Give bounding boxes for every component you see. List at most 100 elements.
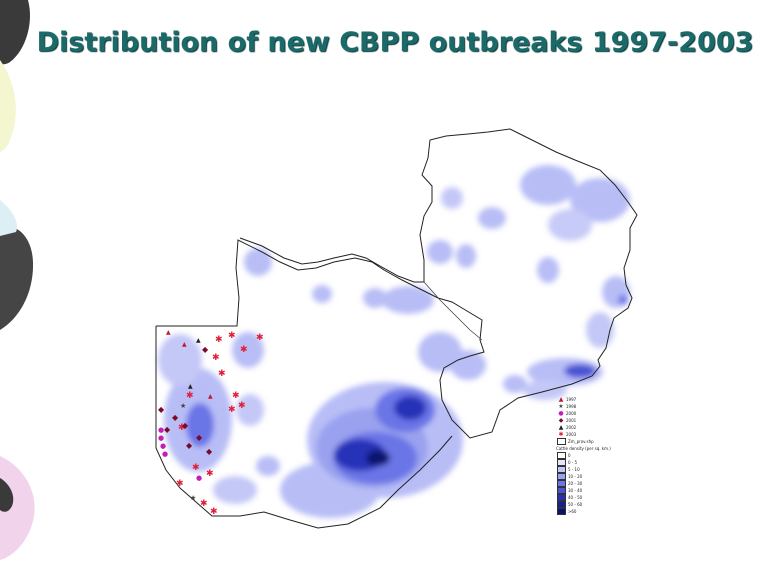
outbreak-2002: ▲ — [196, 337, 201, 344]
legend-density-swatch — [557, 480, 566, 487]
legend-density-swatch — [557, 501, 566, 508]
legend-density-item: >60 — [556, 508, 626, 515]
outbreak-2003: ✱ — [240, 345, 248, 355]
outbreak-2003: ✱ — [200, 499, 208, 509]
density-blob — [570, 178, 630, 222]
legend-density-label: 40 - 50 — [568, 495, 583, 500]
outbreak-2000: ● — [162, 450, 168, 458]
legend-year-label: 2000 — [566, 411, 577, 416]
legend-density-item: 50 - 60 — [556, 501, 626, 508]
legend-density-swatch — [557, 473, 566, 480]
cattle-density-layer — [158, 165, 630, 518]
outbreak-2001: ◆ — [196, 433, 203, 442]
density-blob — [537, 257, 559, 283]
legend-density-swatch — [557, 466, 566, 473]
density-blob — [478, 207, 506, 229]
outbreak-2000: ● — [196, 474, 202, 482]
outbreak-2001: ◆ — [186, 441, 193, 450]
outbreak-1997: ▲ — [182, 341, 187, 348]
legend-density-item: 0 — [556, 452, 626, 459]
density-blob — [394, 396, 426, 420]
legend-year-label: 1997 — [566, 397, 577, 402]
legend-density-item: 0 - 5 — [556, 459, 626, 466]
outbreaks-1997: ▲ ▲ ▲ — [166, 329, 213, 400]
density-blob — [618, 295, 628, 305]
outbreak-2003: ✱ — [256, 333, 264, 343]
outbreaks-1998: ★ ★ — [180, 402, 196, 502]
outbreak-2000: ● — [158, 426, 164, 434]
legend-year-symbol: ▲ — [558, 396, 564, 403]
outbreak-2001: ◆ — [182, 421, 189, 430]
density-blob — [523, 380, 567, 400]
outbreak-2003: ✱ — [228, 405, 236, 415]
outbreaks-2003: ✱ ✱ ✱ ✱ ✱ ✱ ✱ ✱ ✱ ✱ ✱ ✱ ✱ ✱ ✱ ✱ — [176, 331, 264, 517]
slide-title: Distribution of new CBPP outbreaks 1997-… — [36, 27, 754, 58]
decor-swirl-top-light — [0, 60, 16, 152]
legend-year-item: ✱ 2003 — [556, 431, 626, 438]
density-blob — [520, 165, 576, 205]
outbreak-2003: ✱ — [232, 391, 240, 401]
outbreak-2003: ✱ — [228, 331, 236, 341]
outbreak-2003: ✱ — [176, 479, 184, 489]
legend-boundary-text: Zm_prov.shp — [568, 439, 594, 444]
density-blob — [586, 312, 614, 348]
legend-density-swatch — [557, 508, 566, 515]
outbreak-1998: ★ — [180, 402, 186, 410]
outbreak-2001: ◆ — [206, 447, 213, 456]
outbreak-2003: ✱ — [238, 401, 246, 411]
outbreak-2000: ● — [160, 442, 166, 450]
decor-swirl-mid-light — [0, 200, 18, 236]
outbreak-2001: ◆ — [158, 405, 165, 414]
density-blob — [232, 332, 264, 368]
legend-density-label: 30 - 40 — [568, 488, 583, 493]
legend-boundary-swatch — [557, 438, 566, 445]
legend-year-symbol: ● — [558, 410, 564, 417]
density-blob — [456, 244, 476, 268]
province-boundary — [423, 281, 483, 341]
outbreak-2003: ✱ — [178, 423, 186, 433]
outbreak-2003: ✱ — [215, 335, 223, 345]
density-blob — [382, 286, 434, 314]
density-blob — [186, 403, 214, 447]
density-blob — [312, 285, 332, 303]
legend-year-symbol: ◆ — [558, 417, 564, 424]
density-blob — [256, 456, 280, 476]
outbreak-2002: ▲ — [188, 383, 193, 390]
decor-swirl-top — [0, 0, 30, 65]
legend-density-swatch — [557, 487, 566, 494]
decor-swirl-bottom-dark — [0, 478, 14, 512]
outbreak-2001: ◆ — [202, 345, 209, 354]
legend-density-swatch — [557, 494, 566, 501]
legend-year-symbol: ★ — [558, 403, 564, 410]
outbreaks-2001: ◆ ◆ ◆ ◆ ◆ ◆ ◆ ◆ — [158, 345, 213, 456]
outbreak-2003: ✱ — [218, 369, 226, 379]
legend-density-item: 30 - 40 — [556, 487, 626, 494]
outbreak-1997: ▲ — [208, 393, 213, 400]
outbreak-2001: ◆ — [172, 413, 179, 422]
legend-density-label: 20 - 30 — [568, 481, 583, 486]
outbreak-2000: ● — [158, 434, 164, 442]
density-blob — [503, 375, 527, 393]
density-blob — [236, 394, 264, 426]
density-blob — [548, 209, 592, 241]
country-boundary — [155, 128, 638, 529]
outbreak-1998: ★ — [190, 494, 196, 502]
legend-density-label: 5 - 10 — [568, 467, 580, 472]
density-blob — [363, 288, 387, 308]
legend-year-item: ◆ 2001 — [556, 417, 626, 424]
outbreak-1997: ▲ — [166, 329, 171, 336]
legend-density-item: 10 - 20 — [556, 473, 626, 480]
legend-boundary-label: Zm_prov.shp — [556, 438, 626, 445]
legend-density-item: 5 - 10 — [556, 466, 626, 473]
legend-year-item: ● 2000 — [556, 410, 626, 417]
outbreak-points: ✱ ✱ ✱ ✱ ✱ ✱ ✱ ✱ ✱ ✱ ✱ ✱ ✱ ✱ ✱ ✱ ◆ ◆ ◆ ◆ … — [158, 329, 264, 517]
legend-year-symbol: ✱ — [558, 431, 564, 438]
legend-year-label: 2003 — [566, 432, 577, 437]
legend-year-item: ★ 1998 — [556, 403, 626, 410]
slide-decoration — [0, 0, 35, 560]
density-blob — [564, 364, 596, 378]
density-blob — [366, 450, 390, 466]
legend-density-label: 0 — [568, 453, 571, 458]
outbreak-2001: ◆ — [164, 425, 171, 434]
